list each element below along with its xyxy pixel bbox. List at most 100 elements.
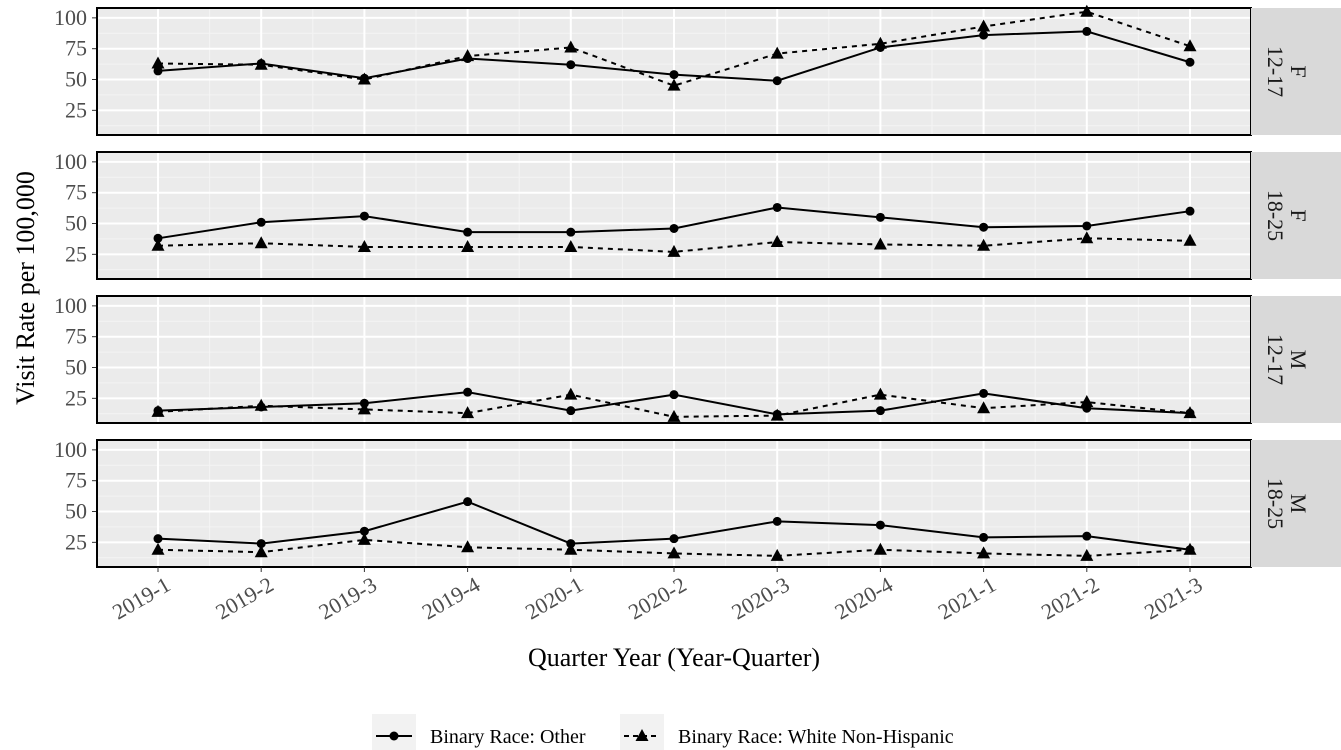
strip-label-line: 18-25 bbox=[1263, 190, 1288, 241]
data-point-white-non-hispanic bbox=[461, 239, 475, 252]
data-point-white-non-hispanic bbox=[770, 235, 784, 248]
data-point-other bbox=[875, 212, 885, 222]
data-point-other bbox=[1185, 206, 1195, 216]
data-point-white-non-hispanic bbox=[977, 238, 991, 251]
data-point-white-non-hispanic bbox=[564, 387, 578, 400]
data-point-white-non-hispanic bbox=[977, 546, 991, 559]
data-point-other bbox=[153, 66, 163, 76]
data-point-other bbox=[256, 539, 266, 549]
data-point-white-non-hispanic bbox=[357, 402, 371, 415]
data-point-other bbox=[153, 534, 163, 544]
legend: Binary Race: Other Binary Race: White Non… bbox=[372, 714, 954, 750]
data-point-white-non-hispanic bbox=[461, 49, 475, 62]
data-point-white-non-hispanic bbox=[977, 401, 991, 414]
strip-label-line: F bbox=[1286, 65, 1311, 77]
data-point-white-non-hispanic bbox=[667, 409, 681, 422]
data-point-other bbox=[359, 526, 369, 536]
x-tick-label: 2019-2 bbox=[211, 572, 277, 625]
data-point-white-non-hispanic bbox=[357, 239, 371, 252]
data-point-white-non-hispanic bbox=[357, 532, 371, 545]
y-tick-label: 100 bbox=[54, 437, 87, 462]
strip-label: M18-25 bbox=[1263, 478, 1311, 529]
y-tick-label: 25 bbox=[65, 241, 87, 266]
data-point-other bbox=[1082, 26, 1092, 36]
data-point-white-non-hispanic bbox=[1080, 4, 1094, 17]
data-point-other bbox=[875, 520, 885, 530]
data-point-other bbox=[979, 222, 989, 232]
data-point-white-non-hispanic bbox=[873, 36, 887, 49]
y-tick-label: 50 bbox=[65, 355, 87, 380]
data-point-white-non-hispanic bbox=[977, 19, 991, 32]
x-tick-label: 2020-3 bbox=[727, 572, 793, 625]
y-tick-label: 25 bbox=[65, 97, 87, 122]
data-point-other bbox=[1185, 57, 1195, 67]
data-point-other bbox=[566, 227, 576, 237]
data-point-white-non-hispanic bbox=[667, 546, 681, 559]
y-tick-label: 50 bbox=[65, 211, 87, 236]
data-point-white-non-hispanic bbox=[254, 57, 268, 70]
legend-label-other: Binary Race: Other bbox=[430, 726, 586, 748]
panel-3: 25 50 75 100 M12-17 bbox=[54, 293, 1341, 424]
y-tick-label: 50 bbox=[65, 67, 87, 92]
data-point-other bbox=[463, 387, 473, 397]
y-tick-label: 25 bbox=[65, 385, 87, 410]
data-point-other bbox=[566, 406, 576, 416]
data-point-other bbox=[256, 217, 266, 227]
legend-key-marker-other bbox=[389, 731, 399, 741]
legend-key-marker-white-non-hispanic bbox=[635, 729, 649, 741]
data-point-other bbox=[1082, 221, 1092, 231]
data-point-other bbox=[979, 30, 989, 40]
data-point-white-non-hispanic bbox=[564, 239, 578, 252]
y-axis-title: Visit Rate per 100,000 bbox=[11, 171, 40, 405]
y-tick-label: 75 bbox=[65, 468, 87, 493]
data-point-white-non-hispanic bbox=[564, 40, 578, 53]
data-point-white-non-hispanic bbox=[254, 236, 268, 249]
data-point-other bbox=[1082, 531, 1092, 541]
data-point-other bbox=[463, 227, 473, 237]
strip-label-line: F bbox=[1286, 209, 1311, 221]
data-point-white-non-hispanic bbox=[151, 542, 165, 555]
y-tick-label: 75 bbox=[65, 36, 87, 61]
x-tick-label: 2020-1 bbox=[521, 572, 587, 625]
data-point-white-non-hispanic bbox=[1080, 395, 1094, 408]
data-point-white-non-hispanic bbox=[254, 545, 268, 558]
strip-label: M12-17 bbox=[1263, 334, 1311, 385]
data-point-white-non-hispanic bbox=[151, 238, 165, 251]
data-point-other bbox=[979, 388, 989, 398]
data-point-white-non-hispanic bbox=[873, 387, 887, 400]
data-point-other bbox=[772, 202, 782, 212]
data-point-other bbox=[979, 532, 989, 542]
data-point-white-non-hispanic bbox=[770, 548, 784, 561]
data-point-white-non-hispanic bbox=[151, 404, 165, 417]
y-tick-label: 75 bbox=[65, 324, 87, 349]
panel-1: 25 50 75 100 F12-17 bbox=[54, 4, 1341, 136]
strip-label-line: 12-17 bbox=[1263, 46, 1288, 97]
data-point-other bbox=[875, 406, 885, 416]
y-tick-label: 50 bbox=[65, 499, 87, 524]
panel-2: 25 50 75 100 F18-25 bbox=[54, 149, 1341, 280]
y-tick-label: 100 bbox=[54, 149, 87, 174]
strip-label-line: M bbox=[1286, 350, 1311, 370]
data-point-white-non-hispanic bbox=[357, 72, 371, 85]
data-point-white-non-hispanic bbox=[151, 56, 165, 69]
x-tick-label: 2019-1 bbox=[108, 572, 174, 625]
data-point-white-non-hispanic bbox=[1080, 548, 1094, 561]
data-point-white-non-hispanic bbox=[873, 237, 887, 250]
x-tick-label: 2020-2 bbox=[624, 572, 690, 625]
data-point-other bbox=[463, 497, 473, 507]
series-line-white-non-hispanic bbox=[157, 10, 1191, 87]
data-point-other bbox=[669, 390, 679, 400]
data-point-white-non-hispanic bbox=[873, 542, 887, 555]
strip-label-line: M bbox=[1286, 494, 1311, 514]
legend-label-white-non-hispanic: Binary Race: White Non-Hispanic bbox=[678, 726, 954, 748]
y-tick-label: 100 bbox=[54, 5, 87, 30]
data-point-white-non-hispanic bbox=[1080, 231, 1094, 244]
x-tick-label: 2019-4 bbox=[418, 572, 484, 625]
data-point-white-non-hispanic bbox=[461, 540, 475, 553]
x-tick-label: 2020-4 bbox=[830, 572, 896, 625]
data-point-white-non-hispanic bbox=[1183, 233, 1197, 246]
facet-strip bbox=[1251, 152, 1341, 279]
data-point-other bbox=[669, 223, 679, 233]
series-line-white-non-hispanic bbox=[157, 538, 1191, 557]
